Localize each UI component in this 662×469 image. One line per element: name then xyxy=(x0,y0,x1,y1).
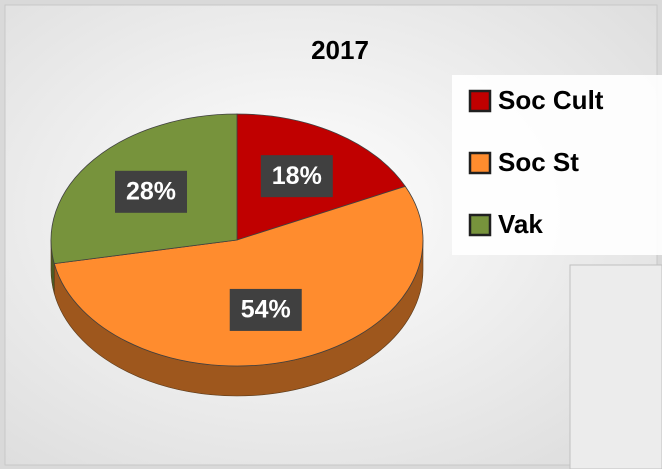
other-panel xyxy=(569,264,662,469)
slice xyxy=(53,185,424,367)
data-label-box xyxy=(115,170,188,213)
legend-swatch xyxy=(468,213,492,237)
data-label-box xyxy=(229,288,302,331)
data-label: 18% xyxy=(272,162,322,190)
data-label: 28% xyxy=(126,177,176,205)
legend: Soc Cult Soc St Vak xyxy=(468,85,604,239)
pie: 18% 54% 28% xyxy=(50,113,424,397)
chart-title: 2017 xyxy=(311,35,369,65)
data-label-box xyxy=(260,155,333,198)
data-label: 54% xyxy=(241,296,291,324)
legend-swatch xyxy=(468,89,492,113)
legend-label: Vak xyxy=(498,209,543,239)
legend-label: Soc St xyxy=(498,147,579,177)
legend-label: Soc Cult xyxy=(498,85,604,115)
legend-swatch xyxy=(468,151,492,175)
